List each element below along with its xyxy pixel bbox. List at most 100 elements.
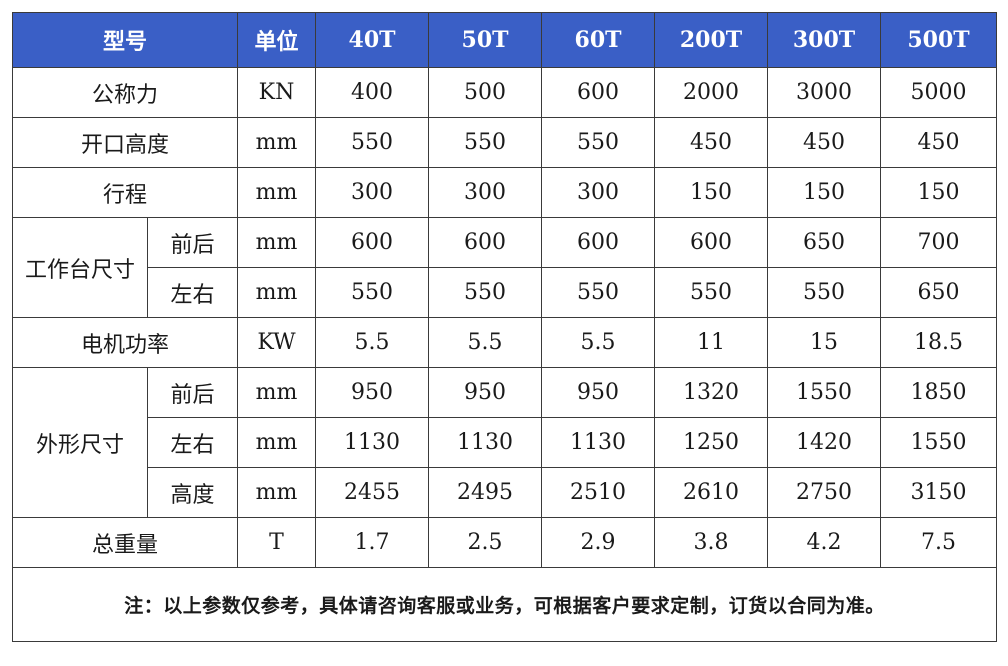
table-cell: 650 (880, 267, 998, 318)
table-cell: 3.8 (654, 517, 769, 568)
row-label: 行程 (11, 167, 239, 218)
header-model: 型号 (11, 12, 239, 68)
table-cell: 550 (767, 267, 882, 318)
table-cell: 1250 (654, 417, 769, 468)
table-cell: 600 (541, 217, 656, 268)
table-cell: 2610 (654, 467, 769, 518)
table-cell: 1130 (428, 417, 543, 468)
table-cell: 7.5 (880, 517, 998, 568)
header-model-col: 200T (654, 12, 769, 68)
table-row: 开口高度 mm 550 550 550 450 450 450 (11, 117, 998, 168)
table-cell: 550 (654, 267, 769, 318)
row-unit: mm (237, 217, 317, 268)
table-cell: 300 (541, 167, 656, 218)
header-unit: 单位 (237, 12, 317, 68)
table-cell: 5.5 (428, 317, 543, 368)
table-row: 工作台尺寸 前后 mm 600 600 600 600 650 700 (12, 217, 998, 318)
note-text: 注：以上参数仅参考，具体请咨询客服或业务，可根据客户要求定制，订货以合同为准。 (11, 567, 998, 642)
spec-table-container: 型号 单位 40T 50T 60T 200T 300T 500T 公称力 KN … (11, 12, 998, 642)
table-cell: 650 (767, 217, 882, 268)
table-cell: 2455 (315, 467, 430, 518)
row-unit: mm (237, 467, 317, 518)
table-cell: 500 (428, 67, 543, 118)
table-cell: 1.7 (315, 517, 430, 568)
table-cell: 2495 (428, 467, 543, 518)
table-cell: 2.5 (428, 517, 543, 568)
row-sublabel: 前后 (146, 367, 239, 418)
table-cell: 300 (315, 167, 430, 218)
row-group-label: 外形尺寸 (12, 367, 148, 518)
row-unit: mm (237, 267, 317, 318)
table-cell: 11 (654, 317, 769, 368)
spec-table: 型号 单位 40T 50T 60T 200T 300T 500T 公称力 KN … (11, 12, 998, 642)
table-row: 外形尺寸 前后 mm 950 950 950 1320 1550 1850 (12, 367, 998, 518)
row-unit: mm (237, 167, 317, 218)
table-row: 左右 mm 550 550 550 550 550 650 (13, 267, 998, 318)
table-cell: 550 (541, 267, 656, 318)
table-cell: 550 (428, 267, 543, 318)
table-row: 高度 mm 2455 2495 2510 2610 2750 3150 (13, 467, 998, 518)
row-unit: mm (237, 367, 317, 418)
table-cell: 300 (428, 167, 543, 218)
table-cell: 2.9 (541, 517, 656, 568)
row-sublabel: 高度 (146, 467, 239, 518)
row-unit: KN (237, 67, 317, 118)
table-row: 总重量 T 1.7 2.5 2.9 3.8 4.2 7.5 (11, 517, 998, 568)
table-cell: 4.2 (767, 517, 882, 568)
table-cell: 550 (428, 117, 543, 168)
row-unit: KW (237, 317, 317, 368)
table-cell: 700 (880, 217, 998, 268)
table-cell: 600 (654, 217, 769, 268)
row-sublabel: 前后 (146, 217, 239, 268)
row-label: 开口高度 (11, 117, 239, 168)
table-row: 行程 mm 300 300 300 150 150 150 (11, 167, 998, 218)
row-sublabel: 左右 (146, 417, 239, 468)
table-cell: 150 (880, 167, 998, 218)
row-label: 电机功率 (11, 317, 239, 368)
table-cell: 450 (880, 117, 998, 168)
header-model-col: 60T (541, 12, 656, 68)
table-cell: 400 (315, 67, 430, 118)
table-cell: 950 (315, 367, 430, 418)
table-cell: 2510 (541, 467, 656, 518)
table-cell: 550 (541, 117, 656, 168)
row-group-label: 工作台尺寸 (12, 217, 148, 318)
header-model-col: 500T (880, 12, 998, 68)
table-cell: 2750 (767, 467, 882, 518)
table-cell: 3000 (767, 67, 882, 118)
table-cell: 3150 (880, 467, 998, 518)
table-cell: 600 (541, 67, 656, 118)
table-cell: 15 (767, 317, 882, 368)
table-row: 左右 mm 1130 1130 1130 1250 1420 1550 (13, 417, 998, 468)
header-model-col: 40T (315, 12, 430, 68)
row-label: 公称力 (11, 67, 239, 118)
table-cell: 550 (315, 267, 430, 318)
table-cell: 1130 (315, 417, 430, 468)
table-cell: 450 (767, 117, 882, 168)
table-cell: 5.5 (315, 317, 430, 368)
row-unit: mm (237, 117, 317, 168)
table-cell: 5000 (880, 67, 998, 118)
table-cell: 1550 (880, 417, 998, 468)
note-row: 注：以上参数仅参考，具体请咨询客服或业务，可根据客户要求定制，订货以合同为准。 (11, 567, 998, 642)
row-sublabel: 左右 (146, 267, 239, 318)
table-cell: 1550 (767, 367, 882, 418)
table-cell: 5.5 (541, 317, 656, 368)
table-cell: 950 (428, 367, 543, 418)
row-unit: T (237, 517, 317, 568)
table-row: 电机功率 KW 5.5 5.5 5.5 11 15 18.5 (11, 317, 998, 368)
table-cell: 150 (767, 167, 882, 218)
header-model-col: 50T (428, 12, 543, 68)
row-label: 总重量 (11, 517, 239, 568)
table-cell: 18.5 (880, 317, 998, 368)
table-cell: 2000 (654, 67, 769, 118)
header-model-col: 300T (767, 12, 882, 68)
header-row: 型号 单位 40T 50T 60T 200T 300T 500T (11, 12, 998, 68)
table-cell: 1130 (541, 417, 656, 468)
table-cell: 150 (654, 167, 769, 218)
table-cell: 600 (428, 217, 543, 268)
table-cell: 600 (315, 217, 430, 268)
table-row: 公称力 KN 400 500 600 2000 3000 5000 (11, 67, 998, 118)
table-cell: 1850 (880, 367, 998, 418)
table-cell: 1320 (654, 367, 769, 418)
